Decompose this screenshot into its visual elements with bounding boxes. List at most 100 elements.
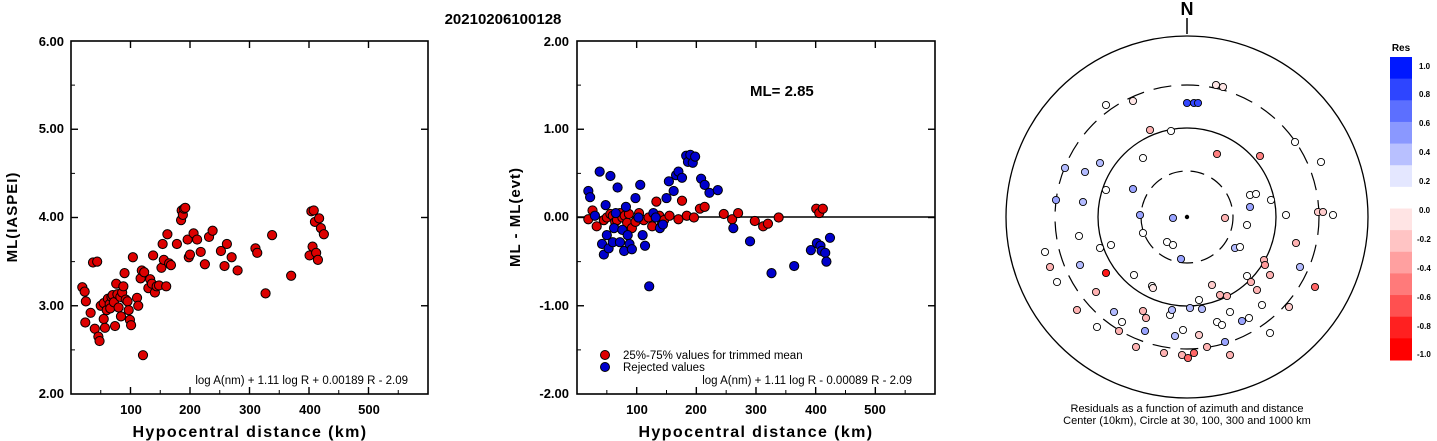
station-point [1183, 353, 1193, 363]
colorbar-tick-label: 0.6 [1419, 119, 1431, 128]
colorbar-cell [1390, 100, 1412, 123]
formula-label: log A(nm) + 1.11 log R - 0.00089 R - 2.0… [702, 375, 912, 387]
ml-iaspei-panel: 6.00 5.00 4.00 3.00 2.00 100 200 300 400… [4, 34, 429, 441]
data-point [308, 205, 319, 216]
station-point [1138, 228, 1148, 238]
colorbar-cell [1390, 273, 1412, 296]
trimmed-point [733, 207, 744, 219]
data-point [94, 335, 105, 347]
station-point [1217, 320, 1227, 330]
station-point [1235, 242, 1245, 252]
y-tick-label: 5.00 [39, 121, 64, 136]
data-point [115, 311, 127, 322]
polar-residual-panel: N Residuals as a function of azimuth and… [1005, 0, 1369, 427]
station-point [1316, 157, 1326, 167]
data-point [171, 238, 183, 250]
rejected-point [620, 201, 632, 213]
colorbar-tick-label: 0.2 [1419, 177, 1431, 186]
y-axis-label: ML - ML(evt) [507, 167, 524, 267]
rejected-point [704, 187, 715, 198]
trimmed-point [688, 212, 700, 223]
station-point [1252, 285, 1262, 295]
rejected-point [820, 247, 831, 258]
station-point [1207, 280, 1217, 290]
ml-residual-panel: 2.00 1.00 0.00 -1.00 -2.00 100 200 300 4… [507, 34, 936, 441]
data-point [162, 229, 173, 240]
data-point [85, 307, 96, 318]
data-points [77, 202, 329, 361]
data-point [252, 247, 263, 258]
station-point [1080, 167, 1090, 177]
station-point [1182, 98, 1192, 108]
station-point [1117, 317, 1127, 327]
axis-ticks [71, 41, 428, 394]
station-point [1290, 137, 1300, 147]
x-tick-label: 300 [239, 402, 261, 417]
station-point [1129, 270, 1139, 280]
data-point [122, 296, 133, 307]
data-point [123, 305, 134, 316]
colorbar-cell [1390, 186, 1412, 209]
station-point [1092, 322, 1102, 332]
colorbar-cell [1390, 251, 1412, 274]
rejected-point [824, 232, 836, 243]
trimmed-point [591, 221, 602, 232]
data-point [92, 256, 103, 267]
station-point [1051, 195, 1061, 205]
station-point [1078, 197, 1088, 207]
figure-title: 20210206100128 [445, 11, 562, 28]
station-point [1170, 331, 1180, 341]
range-circle-1000km [1005, 35, 1369, 399]
data-point [221, 238, 232, 250]
data-point [184, 249, 196, 260]
x-tick-label: 200 [179, 402, 201, 417]
station-point [1225, 350, 1235, 360]
data-point [286, 270, 297, 281]
data-point [118, 281, 129, 292]
station-point [1225, 307, 1235, 317]
x-tick-label: 500 [864, 402, 886, 417]
trimmed-point [699, 201, 710, 213]
trimmed-point [749, 215, 760, 227]
x-tick-label: 500 [358, 402, 380, 417]
colorbar-tick-label: 0.0 [1419, 206, 1431, 215]
y-tick-label: 3.00 [39, 298, 64, 313]
colorbar-cell [1390, 143, 1412, 166]
y-tick-label: 6.00 [39, 34, 64, 49]
station-point [1168, 213, 1178, 223]
rejected-point [663, 176, 674, 187]
station-point [1128, 184, 1138, 194]
station-point [1072, 305, 1082, 315]
data-point [260, 288, 271, 299]
data-point [180, 202, 191, 213]
data-point [195, 246, 206, 258]
station-point [1242, 220, 1252, 230]
y-tick-label: 2.00 [39, 386, 64, 401]
data-point [157, 238, 168, 250]
rejected-point [639, 240, 651, 251]
colorbar-cell [1390, 295, 1412, 318]
rejected-point [712, 185, 723, 196]
colorbar-tick-label: 1.0 [1419, 62, 1431, 71]
colorbar-tick-label: -1.0 [1417, 350, 1431, 359]
colorbar-tick-label: -0.4 [1417, 264, 1431, 273]
legend-marker-trimmed [600, 350, 610, 360]
colorbar-tick-label: -0.2 [1417, 235, 1431, 244]
trimmed-point [651, 196, 662, 207]
data-point [219, 260, 230, 272]
station-point [1109, 307, 1119, 317]
station-points [1040, 80, 1338, 363]
station-point [1266, 195, 1276, 205]
data-point [127, 252, 138, 263]
rejected-point [821, 256, 832, 267]
x-tick-label: 400 [299, 402, 321, 417]
colorbar-tick-label: 0.8 [1419, 90, 1431, 99]
ml-value-label: ML= 2.85 [750, 83, 814, 100]
station-point [1167, 305, 1177, 315]
station-point [1244, 313, 1254, 323]
rejected-point [661, 192, 672, 204]
station-point [1295, 262, 1305, 272]
rejected-point [644, 281, 655, 292]
station-point [1138, 306, 1148, 316]
